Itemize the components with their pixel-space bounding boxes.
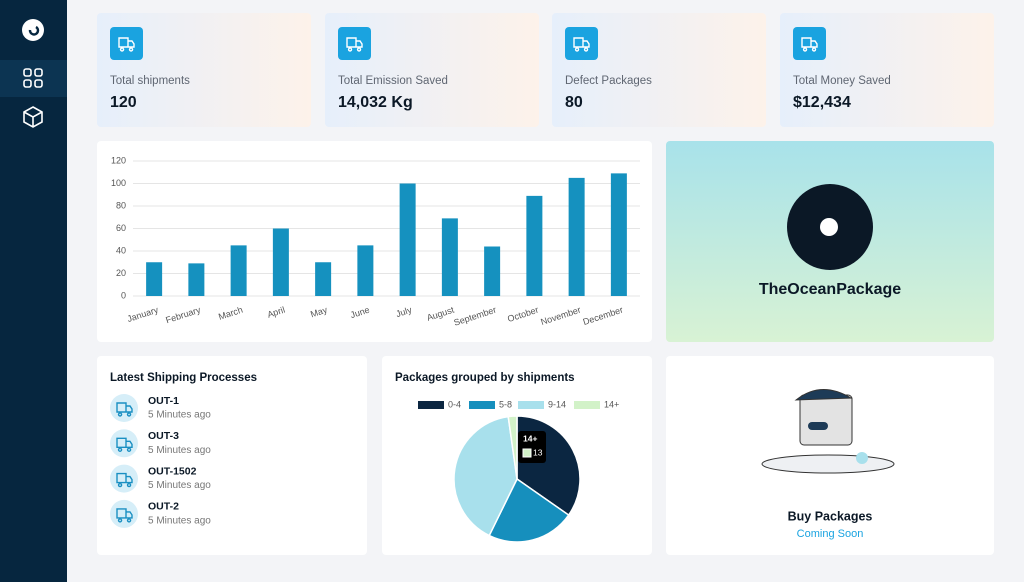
shipment-time: 5 Minutes ago <box>148 445 211 456</box>
y-tick-label: 60 <box>116 223 126 233</box>
shipment-time: 5 Minutes ago <box>148 410 211 421</box>
pie-slice[interactable] <box>507 415 518 480</box>
shipment-id[interactable]: OUT-3 <box>148 430 179 442</box>
truck-icon <box>118 37 135 52</box>
shipment-id[interactable]: OUT-1502 <box>148 465 197 477</box>
y-tick-label: 120 <box>111 155 126 165</box>
legend-label[interactable]: 5-8 <box>499 399 512 409</box>
brand-name: TheOceanPackage <box>759 281 901 298</box>
shipment-time: 5 Minutes ago <box>148 480 211 491</box>
bar[interactable] <box>441 218 458 296</box>
shipping-title: Latest Shipping Processes <box>110 372 257 384</box>
shipment-id[interactable]: OUT-2 <box>148 501 179 513</box>
x-tick-label: July <box>395 304 414 319</box>
stat-value: 120 <box>110 94 137 111</box>
truck-icon <box>116 402 133 417</box>
nav-packages-icon[interactable] <box>23 106 43 128</box>
shipping-card <box>97 356 367 555</box>
tooltip-swatch <box>522 448 532 458</box>
stat-icon <box>565 27 598 60</box>
logo <box>22 19 44 41</box>
stat-icon <box>338 27 371 60</box>
truck-icon <box>116 437 133 452</box>
brand-logo-mark <box>820 218 838 236</box>
nav-dashboard[interactable] <box>0 60 67 97</box>
truck-icon <box>116 508 133 523</box>
stat-label: Defect Packages <box>565 75 652 87</box>
stat-card <box>97 13 311 127</box>
y-tick-label: 80 <box>116 200 126 210</box>
stat-value: $12,434 <box>793 94 851 111</box>
y-tick-label: 100 <box>111 178 126 188</box>
bar[interactable] <box>484 246 501 297</box>
bar[interactable] <box>146 262 163 296</box>
pie-slice[interactable] <box>488 477 570 543</box>
bar[interactable] <box>230 245 247 296</box>
stat-icon <box>110 27 143 60</box>
y-tick-label: 20 <box>116 268 126 278</box>
stat-card <box>552 13 766 127</box>
shipment-icon-bg <box>110 499 138 528</box>
nav-dashboard-icon[interactable] <box>23 68 43 88</box>
stat-value: 80 <box>565 94 583 111</box>
legend-label[interactable]: 9-14 <box>548 399 566 409</box>
shipment-icon-bg <box>110 429 138 458</box>
bar[interactable] <box>272 228 289 297</box>
shipment-time: 5 Minutes ago <box>148 516 211 527</box>
bar[interactable] <box>526 195 543 296</box>
stat-card <box>780 13 994 127</box>
shipment-id[interactable]: OUT-1 <box>148 395 179 407</box>
stat-label: Total Emission Saved <box>338 75 448 87</box>
legend-swatch[interactable] <box>418 401 444 409</box>
legend-swatch[interactable] <box>518 401 544 409</box>
truck-icon <box>116 472 133 488</box>
legend-label[interactable]: 14+ <box>604 399 619 409</box>
bar[interactable] <box>188 263 205 296</box>
stat-icon <box>793 27 826 60</box>
stat-label: Total Money Saved <box>793 75 891 87</box>
buy-title: Buy Packages <box>788 509 873 523</box>
buy-illustration <box>761 389 895 474</box>
bar[interactable] <box>315 262 332 296</box>
stat-card <box>325 13 539 127</box>
legend-swatch[interactable] <box>574 401 600 409</box>
bar[interactable] <box>610 173 627 296</box>
stat-value: 14,032 Kg <box>338 94 413 111</box>
pie-slice[interactable] <box>453 415 518 537</box>
truck-icon <box>801 37 818 52</box>
tooltip-value: 13 <box>533 447 543 457</box>
pie-title: Packages grouped by shipments <box>395 372 575 384</box>
shipment-icon-bg <box>110 394 138 422</box>
stat-label: Total shipments <box>110 75 190 87</box>
bar[interactable] <box>357 245 374 296</box>
bar[interactable] <box>568 177 585 296</box>
legend-swatch[interactable] <box>469 401 495 409</box>
truck-icon <box>346 37 363 52</box>
tooltip-title: 14+ <box>523 433 537 443</box>
y-tick-label: 0 <box>121 290 126 300</box>
bar[interactable] <box>399 183 416 297</box>
truck-icon <box>573 37 590 52</box>
shipment-icon-bg <box>110 464 138 493</box>
buy-status[interactable]: Coming Soon <box>797 528 864 540</box>
legend-label[interactable]: 0-4 <box>448 399 461 409</box>
y-tick-label: 40 <box>116 245 126 255</box>
